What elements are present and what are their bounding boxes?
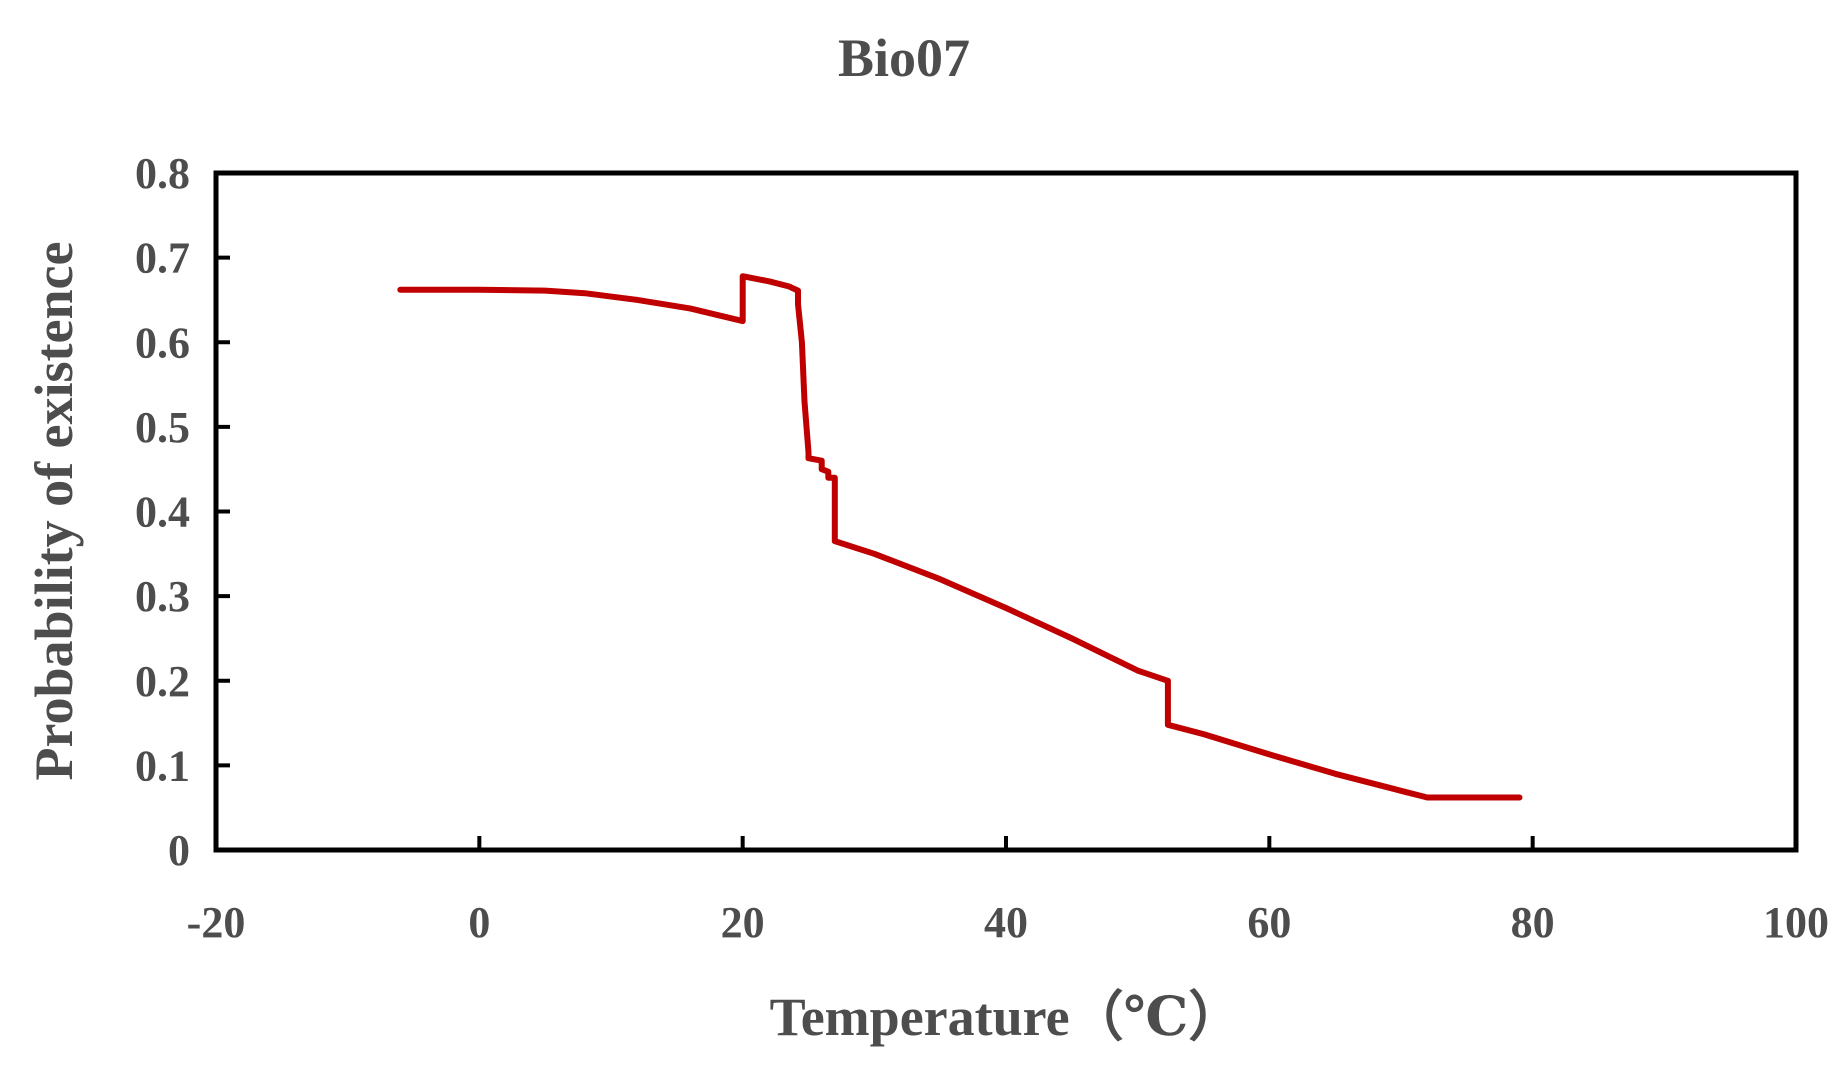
x-tick-label: 20 xyxy=(721,898,765,947)
y-tick-label: 0.3 xyxy=(135,572,190,621)
plot-area xyxy=(213,170,1799,853)
series-line-0 xyxy=(397,273,1523,801)
x-axis-label: Temperature（℃） xyxy=(770,987,1243,1047)
y-axis-label: Probability of existence xyxy=(24,242,84,781)
x-tick-label: 40 xyxy=(984,898,1028,947)
y-axis: 0 0.1 0.2 0.3 0.4 0.5 0.6 0.7 0.8 xyxy=(135,149,230,875)
y-tick-label: 0.7 xyxy=(135,234,190,283)
y-tick-label: 0 xyxy=(168,826,190,875)
y-tick-label: 0.8 xyxy=(135,149,190,198)
series-layer xyxy=(397,273,1523,801)
x-tick-label: 60 xyxy=(1247,898,1291,947)
y-tick-label: 0.5 xyxy=(135,403,190,452)
y-tick-label: 0.6 xyxy=(135,318,190,367)
x-tick-label: 100 xyxy=(1763,898,1829,947)
x-tick-label: 80 xyxy=(1511,898,1555,947)
plot-frame xyxy=(213,170,1799,853)
x-tick-label: 0 xyxy=(468,898,490,947)
y-tick-label: 0.4 xyxy=(135,488,190,537)
y-tick-label: 0.1 xyxy=(135,741,190,790)
chart-title: Bio07 xyxy=(838,28,970,88)
y-tick-label: 0.2 xyxy=(135,657,190,706)
x-tick-label: -20 xyxy=(187,898,246,947)
x-axis: -20 0 20 40 60 80 100 xyxy=(187,836,1829,947)
